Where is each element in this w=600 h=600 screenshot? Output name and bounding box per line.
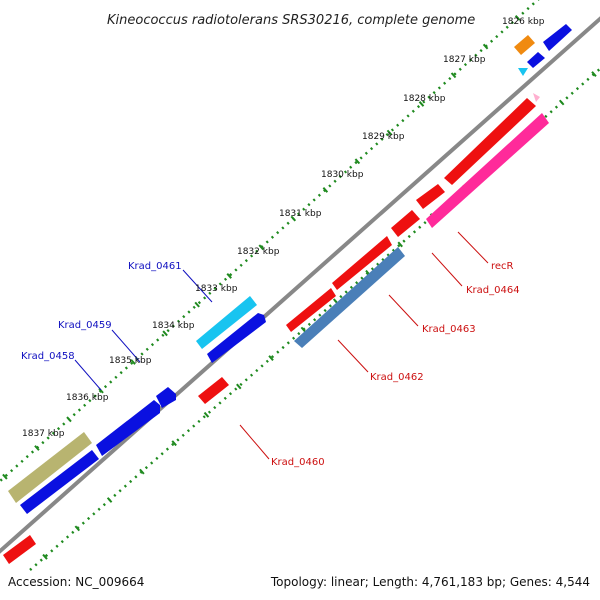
ruler-tick — [300, 326, 307, 333]
ruler-tick — [290, 215, 297, 222]
gene-label-krad0464[interactable]: Krad_0464 — [466, 285, 520, 296]
upper-dotted-ruler — [0, 0, 540, 483]
tick-label-1826: 1826 kbp — [502, 17, 545, 27]
gene-red-krad0460[interactable] — [198, 377, 229, 404]
ruler-tick — [268, 355, 274, 361]
tick-label-1828: 1828 kbp — [403, 94, 446, 104]
gene-olive[interactable] — [8, 432, 92, 503]
gene-red-krad0464a[interactable] — [391, 210, 420, 237]
ruler-tick — [236, 383, 242, 390]
gene-red-long[interactable] — [444, 98, 536, 185]
gene-pink-small-top[interactable] — [533, 93, 540, 102]
ruler-tick — [418, 101, 425, 107]
map-title: Kineococcus radiotolerans SRS30216, comp… — [107, 13, 475, 28]
ruler-tick — [34, 445, 40, 451]
accession-text: Accession: NC_009664 — [8, 575, 144, 589]
gene-orange[interactable] — [514, 35, 535, 55]
gene-blue-krad0458[interactable] — [96, 400, 160, 456]
tick-label-1835: 1835 kbp — [109, 356, 152, 366]
gene-label-krad0461[interactable]: Krad_0461 — [128, 261, 182, 272]
tick-label-1831: 1831 kbp — [279, 209, 322, 219]
gene-red-krad0462[interactable] — [286, 288, 336, 332]
tick-label-1829: 1829 kbp — [362, 132, 405, 142]
ruler-tick — [194, 301, 200, 308]
ruler-tick — [66, 416, 72, 423]
gene-label-krad0458[interactable]: Krad_0458 — [21, 351, 75, 362]
ruler-tick — [514, 15, 521, 21]
genome-backbone — [0, 16, 600, 554]
gene-label-krad0460[interactable]: Krad_0460 — [271, 457, 325, 468]
gene-blue-long[interactable] — [20, 450, 99, 514]
gene-steel-krad0462[interactable] — [294, 247, 405, 348]
ruler-tick — [130, 359, 136, 365]
gene-red-bottom[interactable] — [3, 535, 36, 564]
ruler-tick — [397, 241, 403, 248]
ruler-tick — [322, 187, 329, 193]
gene-cyan-small-top[interactable] — [518, 68, 528, 76]
gene-blue-top-b[interactable] — [543, 24, 572, 51]
ruler-tick — [139, 468, 145, 475]
tick-label-1827: 1827 kbp — [443, 55, 486, 65]
tick-label-1834: 1834 kbp — [152, 321, 195, 331]
forward-strand-genes — [8, 24, 572, 514]
ruler-tick — [203, 411, 210, 418]
ruler-tick — [482, 43, 489, 50]
reverse-strand-genes — [3, 68, 549, 564]
ruler-tick — [2, 473, 8, 480]
ruler-tick — [354, 158, 361, 165]
ruler-tick — [42, 553, 48, 560]
ruler-tick — [226, 273, 232, 279]
gene-blue-krad0459[interactable] — [207, 313, 266, 363]
gene-blue-top-a[interactable] — [527, 52, 545, 68]
label-leader-lines — [74, 231, 489, 460]
gene-label-recr[interactable]: recR — [491, 261, 514, 272]
ruler-tick — [74, 525, 81, 532]
tick-label-1837: 1837 kbp — [22, 429, 65, 439]
tick-label-1832: 1832 kbp — [237, 247, 280, 257]
tick-label-1833: 1833 kbp — [195, 284, 238, 294]
tick-label-1836: 1836 kbp — [66, 393, 109, 403]
ruler-tick — [591, 71, 597, 78]
tick-label-1830: 1830 kbp — [321, 170, 364, 180]
ruler-tick — [258, 244, 265, 251]
ruler-tick — [171, 440, 177, 447]
gene-pink-recr[interactable] — [426, 113, 549, 228]
gene-blue-small-end[interactable] — [156, 387, 176, 408]
ruler-tick — [162, 330, 168, 337]
summary-text: Topology: linear; Length: 4,761,183 bp; … — [270, 575, 590, 589]
ruler-tick-marks — [2, 15, 597, 560]
ruler-tick — [450, 72, 457, 79]
ruler-tick — [106, 497, 113, 503]
gene-label-krad0459[interactable]: Krad_0459 — [58, 320, 112, 331]
gene-red-krad0463[interactable] — [332, 236, 392, 290]
gene-red-krad0464b[interactable] — [416, 184, 445, 209]
gene-label-krad0462[interactable]: Krad_0462 — [370, 372, 424, 383]
ruler-tick — [386, 129, 393, 136]
gene-cyan-krad0461[interactable] — [196, 296, 257, 349]
ruler-tick — [558, 99, 565, 106]
gene-label-krad0463[interactable]: Krad_0463 — [422, 324, 476, 335]
lower-dotted-ruler — [29, 67, 600, 571]
